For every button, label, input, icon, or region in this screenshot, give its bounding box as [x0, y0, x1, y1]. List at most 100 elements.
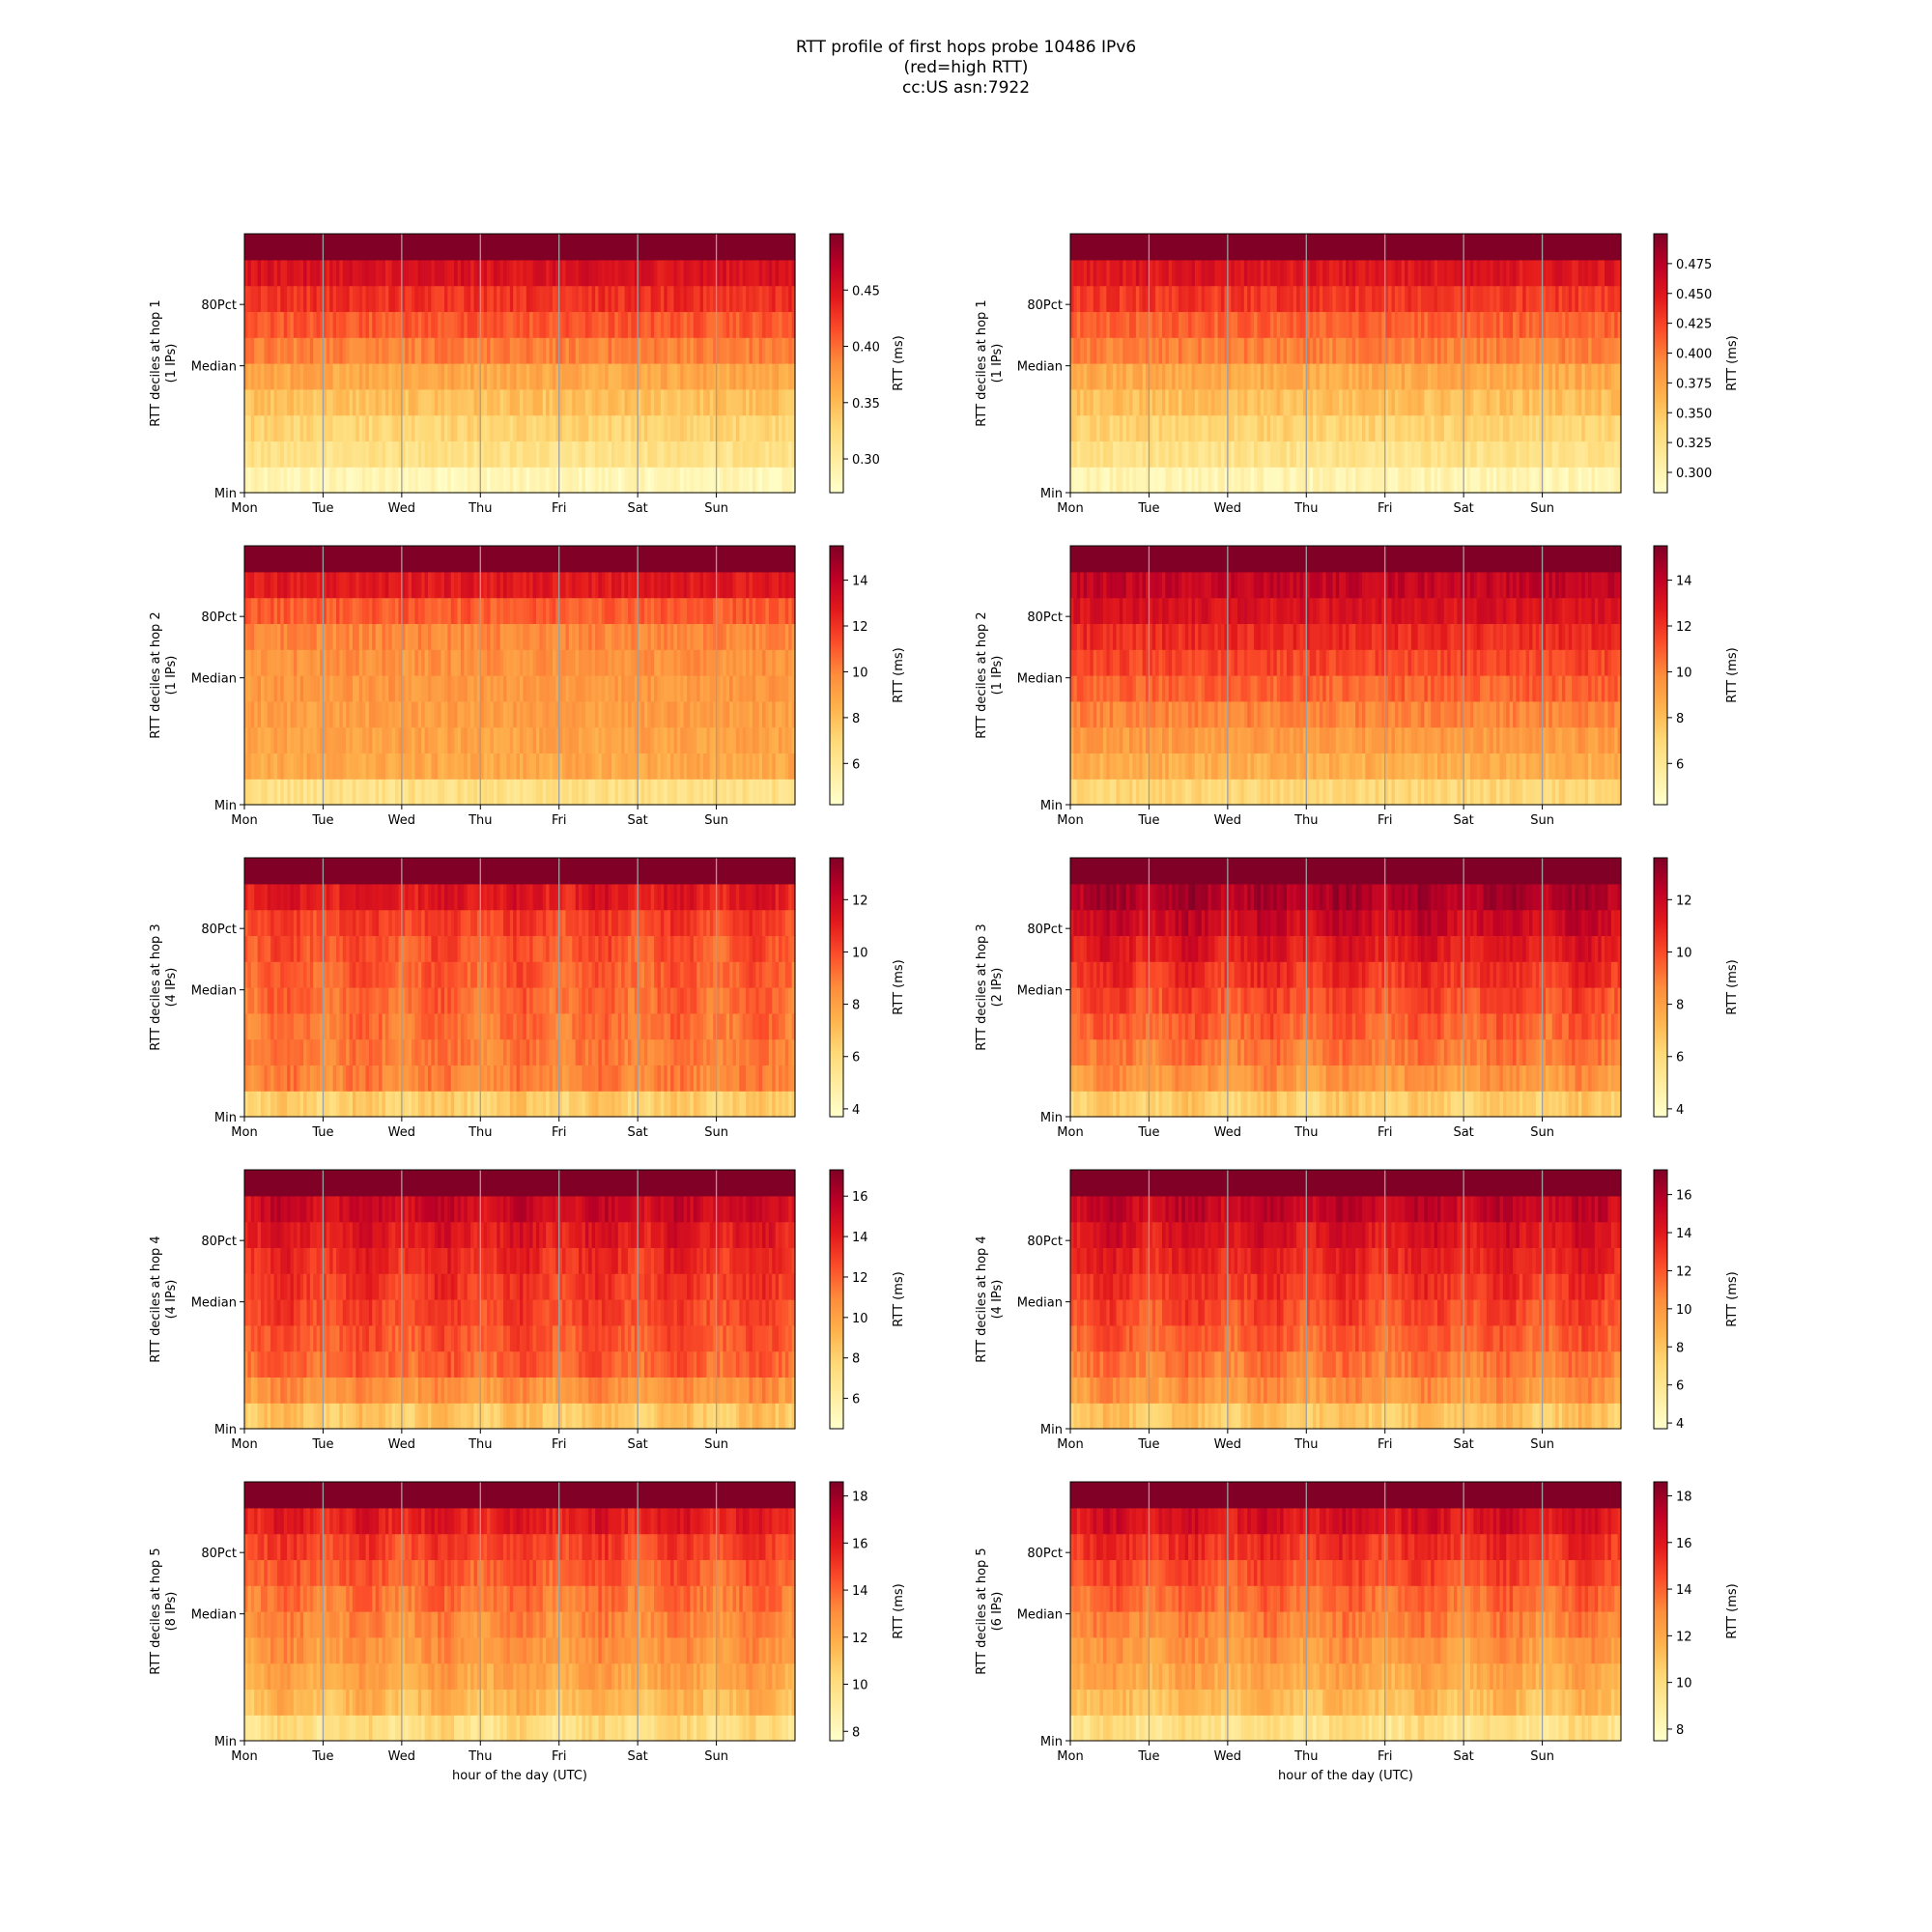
- heatmap-cell: [1076, 440, 1081, 468]
- heatmap-cell: [467, 440, 471, 468]
- heatmap-cell: [657, 337, 662, 364]
- heatmap-cell: [762, 259, 767, 287]
- heatmap-cell: [1427, 285, 1432, 312]
- heatmap-cell: [683, 440, 688, 468]
- heatmap-cell: [1440, 363, 1445, 390]
- heatmap-cell: [1155, 234, 1160, 261]
- heatmap-cell: [1447, 363, 1452, 390]
- heatmap-cell: [647, 414, 652, 441]
- heatmap-cell: [395, 700, 400, 728]
- heatmap-cell: [552, 649, 556, 676]
- heatmap-cell: [749, 597, 753, 624]
- heatmap-cell: [1460, 234, 1464, 261]
- heatmap-cell: [1453, 337, 1458, 364]
- heatmap-cell: [1158, 440, 1163, 468]
- heatmap-cell: [1480, 259, 1485, 287]
- x-tick-label: Thu: [1293, 501, 1318, 516]
- heatmap-cell: [358, 779, 363, 806]
- heatmap-cell: [627, 753, 632, 780]
- heatmap-cell: [755, 700, 760, 728]
- heatmap-cell: [431, 571, 436, 599]
- heatmap-cell: [1283, 259, 1288, 287]
- heatmap-cell: [713, 234, 718, 261]
- heatmap-cell: [546, 337, 551, 364]
- heatmap-cell: [391, 726, 396, 753]
- heatmap-cell: [395, 337, 400, 364]
- heatmap-cell: [326, 753, 330, 780]
- colorbar-label: RTT (ms): [1725, 335, 1740, 390]
- heatmap-cell: [464, 571, 469, 599]
- heatmap-cell: [788, 440, 793, 468]
- heatmap-cell: [706, 259, 711, 287]
- heatmap-cell: [1575, 440, 1579, 468]
- heatmap-cell: [621, 467, 626, 494]
- heatmap-cell: [480, 623, 485, 650]
- heatmap-cell: [483, 311, 488, 338]
- heatmap-cell: [1165, 337, 1170, 364]
- x-tick-label: Sat: [627, 501, 647, 516]
- heatmap-cell: [1358, 285, 1363, 312]
- heatmap-cell: [1492, 234, 1497, 261]
- heatmap-cell: [526, 363, 530, 390]
- heatmap-cell: [365, 467, 370, 494]
- heatmap-cell: [260, 779, 265, 806]
- heatmap-cell: [631, 467, 636, 494]
- heatmap-cell: [1302, 285, 1307, 312]
- heatmap-cell: [1329, 440, 1334, 468]
- heatmap-cell: [765, 623, 770, 650]
- heatmap-cell: [643, 363, 648, 390]
- heatmap-cell: [460, 414, 465, 441]
- heatmap-cell: [244, 753, 248, 780]
- heatmap-cell: [788, 285, 793, 312]
- heatmap-cell: [1099, 467, 1104, 494]
- heatmap-cell: [673, 700, 678, 728]
- heatmap-cell: [342, 675, 347, 702]
- heatmap-cell: [539, 285, 544, 312]
- heatmap-cell: [1561, 467, 1566, 494]
- heatmap-cell: [1181, 388, 1186, 416]
- heatmap-cell: [483, 337, 488, 364]
- heatmap-cell: [1434, 259, 1438, 287]
- heatmap-cell: [788, 571, 793, 599]
- heatmap-cell: [595, 675, 600, 702]
- heatmap-cell: [509, 363, 514, 390]
- heatmap-cell: [1099, 234, 1104, 261]
- heatmap-cell: [608, 597, 612, 624]
- heatmap-cell: [316, 467, 321, 494]
- heatmap-cell: [568, 571, 573, 599]
- heatmap-cell: [447, 337, 452, 364]
- heatmap-cell: [617, 571, 622, 599]
- heatmap-cell: [572, 234, 577, 261]
- heatmap-cell: [755, 337, 760, 364]
- heatmap-cell: [424, 285, 429, 312]
- heatmap-cell: [1483, 388, 1488, 416]
- heatmap-cell: [676, 311, 681, 338]
- heatmap-cell: [1539, 388, 1544, 416]
- heatmap-cell: [565, 779, 570, 806]
- heatmap-cell: [1349, 337, 1353, 364]
- heatmap-cell: [1499, 234, 1504, 261]
- heatmap-cell: [1142, 311, 1147, 338]
- heatmap-cell: [1224, 363, 1229, 390]
- heatmap-cell: [316, 597, 321, 624]
- heatmap-cell: [605, 337, 610, 364]
- heatmap-cell: [595, 753, 600, 780]
- heatmap-cell: [1073, 259, 1078, 287]
- heatmap-cell: [1266, 440, 1271, 468]
- heatmap-cell: [1539, 337, 1544, 364]
- heatmap-cell: [326, 467, 330, 494]
- heatmap-cell: [440, 623, 445, 650]
- heatmap-cell: [414, 311, 419, 338]
- heatmap-cell: [568, 234, 573, 261]
- heatmap-cell: [297, 675, 301, 702]
- heatmap-cell: [417, 649, 422, 676]
- heatmap-cell: [690, 779, 695, 806]
- heatmap-cell: [1227, 311, 1232, 338]
- heatmap-cell: [1217, 234, 1222, 261]
- heatmap-cell: [395, 649, 400, 676]
- heatmap-cell: [1165, 467, 1170, 494]
- heatmap-cell: [584, 726, 589, 753]
- heatmap-cell: [529, 700, 534, 728]
- heatmap-cell: [762, 726, 767, 753]
- heatmap-cell: [405, 234, 410, 261]
